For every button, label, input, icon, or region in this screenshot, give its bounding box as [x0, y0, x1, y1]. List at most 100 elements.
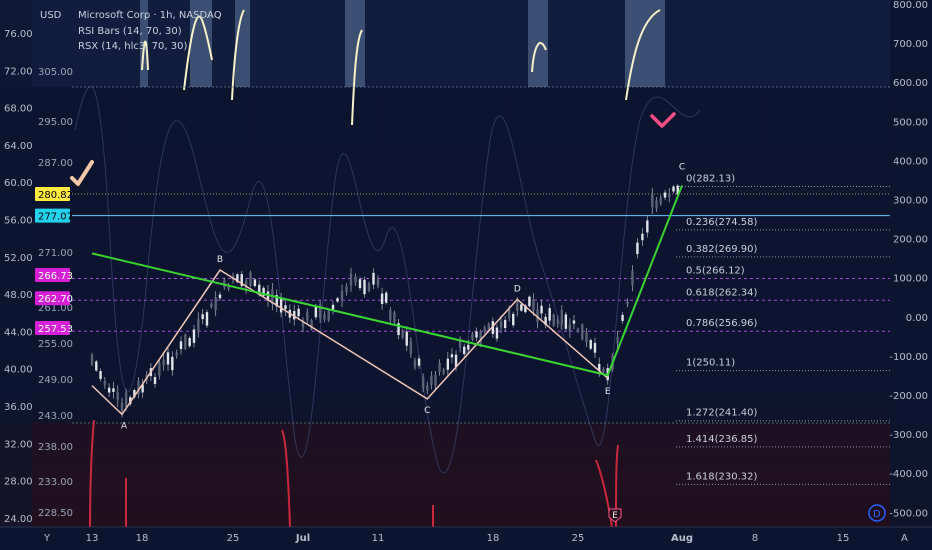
right-axis-tick: 500.00 — [893, 117, 928, 128]
candle-body — [258, 284, 261, 293]
candle-body — [116, 392, 119, 401]
candle-body — [336, 298, 339, 302]
candle-body — [463, 346, 466, 355]
candle-body — [293, 311, 296, 320]
price-badge — [35, 208, 70, 223]
date-axis-tick: Jul — [295, 533, 310, 544]
chart-title: Microsoft Corp · 1h, NASDAQ — [78, 10, 222, 21]
candle-body — [240, 274, 243, 286]
right-axis-tick: -200.00 — [889, 391, 928, 402]
timezone-button-label: Y — [43, 533, 51, 544]
candle-body — [520, 304, 523, 311]
price-axis-labels: 305.00 295.00 287.00 271.00 261.00 255.00 249.… — [38, 67, 73, 519]
price-badge — [35, 320, 70, 335]
price-axis-tick: 249.00 — [38, 375, 73, 386]
candle-body — [376, 278, 380, 286]
candle-body — [124, 392, 128, 408]
right-axis-tick: 800.00 — [893, 0, 928, 11]
candle-body — [528, 296, 531, 307]
candle-body — [483, 327, 486, 332]
candle-body — [205, 312, 209, 326]
rsi-bar-positive — [183, 15, 213, 91]
candle-body — [548, 308, 551, 321]
candle-body — [598, 363, 601, 371]
right-axis-tick: -300.00 — [889, 430, 928, 441]
right-axis-tick: 300.00 — [893, 196, 928, 207]
candle-body — [306, 311, 309, 321]
candle-body — [380, 293, 384, 305]
candle-body — [668, 193, 671, 198]
rsx-curve — [74, 86, 701, 474]
price-axis-tick: 228.50 — [38, 508, 73, 519]
candle-body — [129, 397, 132, 405]
price-axis-tick: 243.00 — [38, 411, 73, 422]
wave-label: A — [121, 421, 128, 431]
indicator-rsi-bars: RSI Bars (14, 70, 30) — [78, 26, 182, 37]
candle-body — [158, 362, 161, 376]
right-axis: 800.00 700.00 600.00 500.00 400.00 300.00 200.… — [889, 0, 932, 527]
rsi-bar-positive — [141, 40, 149, 71]
candle-body — [672, 186, 675, 192]
wave-label: C — [424, 406, 430, 416]
fib-level-label: 0.5(266.12) — [686, 266, 745, 277]
candle-body — [651, 194, 654, 208]
candle-body — [253, 279, 257, 287]
price-axis-tick: 295.00 — [38, 117, 73, 128]
green-trendlines — [91, 185, 683, 377]
candle-body — [318, 304, 322, 319]
candle-body — [631, 270, 634, 286]
candle-body — [137, 380, 140, 395]
candle-body — [646, 220, 649, 233]
rsi-bars — [89, 0, 665, 528]
right-axis-tick: 200.00 — [893, 235, 928, 246]
legend: USD Microsoft Corp · 1h, NASDAQ RSI Bars… — [40, 10, 222, 52]
left-axis-tick: 32.00 — [4, 439, 33, 450]
candle-body — [568, 324, 572, 332]
date-axis-tick: 18 — [136, 533, 149, 544]
left-axis-tick: 76.00 — [4, 29, 33, 40]
price-badge-label: 257.53 — [38, 324, 73, 335]
left-axis-tick: 48.00 — [4, 290, 33, 301]
candle-body — [90, 354, 94, 365]
price-badge-label: 277.07 — [38, 212, 73, 223]
candle-body — [120, 402, 124, 413]
candle-body — [454, 354, 458, 367]
candle-body — [214, 297, 217, 311]
candle-body — [363, 279, 366, 295]
corner-badge-label: D — [873, 509, 881, 520]
candle-body — [133, 390, 136, 398]
date-axis-tick: 8 — [752, 533, 758, 544]
candle-body — [417, 358, 421, 366]
candle-body — [499, 321, 503, 328]
candle-body — [107, 387, 111, 393]
candle-body — [331, 304, 335, 311]
indicator-rsx: RSX (14, hlc3, 70, 30) — [78, 41, 187, 52]
candle-body — [446, 358, 450, 370]
date-axis-tick: Aug — [671, 533, 693, 544]
candle-body — [405, 331, 408, 346]
candle-body — [401, 330, 404, 338]
candle-body — [389, 310, 392, 321]
candle-body — [372, 272, 375, 285]
candle-body — [413, 360, 417, 368]
auto-scale-button[interactable]: A — [901, 533, 908, 544]
candle-body — [175, 352, 178, 356]
candle-body — [560, 309, 564, 325]
price-badge — [35, 268, 70, 283]
timezone-button[interactable]: Y — [43, 533, 51, 544]
rsi-highlight — [345, 0, 365, 87]
price-axis-tick: 238.00 — [38, 442, 73, 453]
candle-body — [581, 324, 584, 340]
e-flag-label: E — [612, 511, 618, 521]
candle-body — [475, 331, 478, 338]
candle-body — [491, 321, 495, 334]
rsi-bar-positive — [531, 42, 547, 73]
candle-body — [532, 298, 535, 311]
corner-badge[interactable]: D — [868, 504, 886, 522]
candle-body — [544, 316, 547, 325]
candle-body — [421, 377, 425, 389]
candle-body — [210, 303, 213, 308]
fib-level-label: 1.414(236.85) — [686, 434, 758, 445]
left-axis-tick: 60.00 — [4, 178, 33, 189]
